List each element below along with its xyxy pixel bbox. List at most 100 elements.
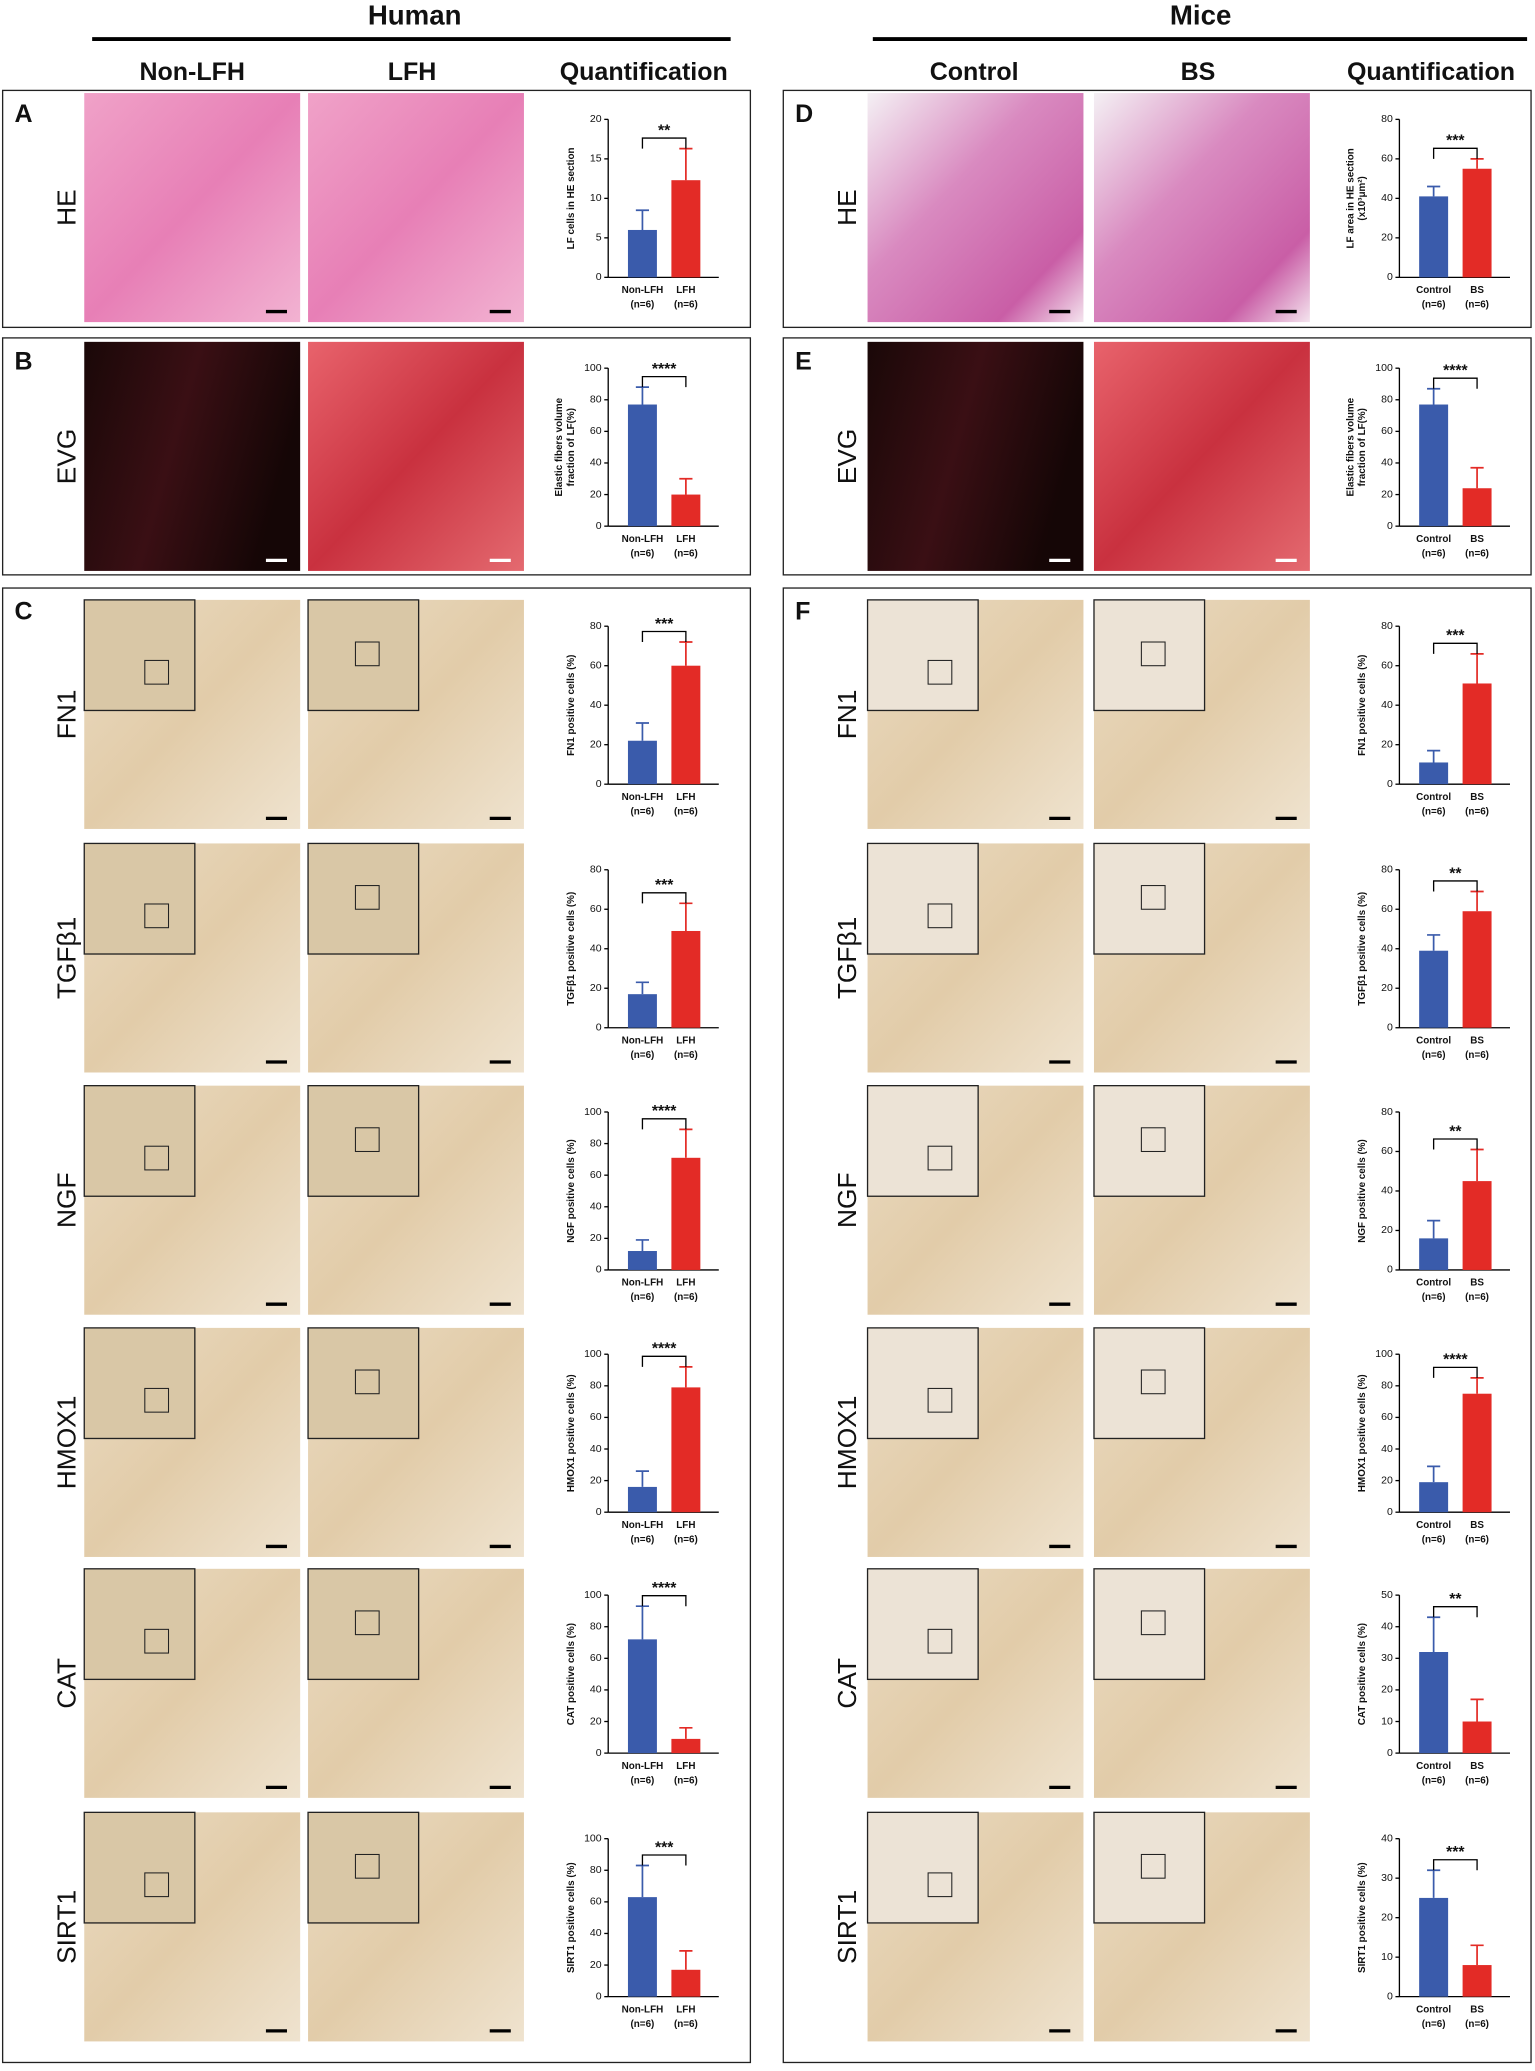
significance-bracket	[641, 137, 687, 149]
y-tick-label: 40	[590, 457, 602, 469]
error-bar	[1470, 158, 1484, 169]
significance: ***	[1446, 1844, 1465, 1861]
y-axis-label: fraction of LF(%)	[566, 408, 577, 486]
bar	[1462, 1965, 1492, 1997]
inset-box	[1140, 1369, 1166, 1395]
inset-box	[1140, 641, 1166, 667]
y-tick-label: 100	[1375, 1348, 1393, 1360]
inset	[307, 1811, 420, 1924]
significance-bracket	[1432, 147, 1478, 159]
x-tick-label: BS	[1470, 1761, 1484, 1772]
x-tick-label: (n=6)	[1465, 548, 1489, 559]
significance-bracket	[641, 1118, 687, 1130]
bar	[1419, 1897, 1449, 1997]
inset-box	[1140, 1127, 1166, 1153]
inset	[307, 599, 420, 712]
bar	[627, 740, 657, 785]
error-bar	[679, 1726, 693, 1739]
y-tick-label: 0	[596, 1022, 602, 1034]
y-tick-label: 60	[590, 425, 602, 437]
micrograph	[308, 93, 524, 323]
panel-frame	[782, 89, 1532, 329]
x-tick-label: (n=6)	[1422, 1292, 1446, 1303]
x-tick-label: (n=6)	[631, 1292, 655, 1303]
bar	[1419, 950, 1449, 1028]
bar	[627, 404, 657, 527]
error-bar	[679, 641, 693, 666]
y-tick-label: 20	[590, 982, 602, 994]
bar	[1462, 1393, 1492, 1513]
error-bar	[679, 1366, 693, 1388]
inset-box	[144, 1628, 170, 1654]
y-tick-label: 40	[1381, 457, 1393, 469]
x-tick-label: LFH	[676, 792, 695, 803]
panel-frame	[782, 587, 1532, 2064]
y-tick-label: 80	[1381, 394, 1393, 406]
error-bar	[1427, 1616, 1441, 1653]
inset-box	[354, 885, 380, 910]
y-tick-label: 0	[1387, 1264, 1393, 1276]
inset	[307, 842, 420, 955]
inset	[1093, 1085, 1206, 1197]
y-tick-label: 80	[590, 1864, 602, 1876]
y-tick-label: 30	[1381, 1652, 1393, 1664]
y-axis-label: SIRT1 positive cells (%)	[1357, 1862, 1368, 1973]
bar	[1419, 196, 1449, 278]
bar	[1419, 1652, 1449, 1754]
x-tick-label: Control	[1416, 1520, 1451, 1531]
row-label: HMOX1	[832, 1396, 862, 1490]
x-tick-label: (n=6)	[1422, 300, 1446, 311]
bar	[671, 494, 701, 527]
x-tick-label: (n=6)	[1422, 1050, 1446, 1061]
inset-box	[927, 903, 953, 929]
y-tick-label: 20	[1381, 1684, 1393, 1696]
y-tick-label: 10	[1381, 1715, 1393, 1727]
column-title: Non-LFH	[139, 58, 245, 86]
y-tick-label: 20	[1381, 982, 1393, 994]
inset-box	[144, 1387, 170, 1413]
bar	[1462, 168, 1492, 278]
inset-box	[1140, 885, 1166, 910]
significance-bracket	[1432, 1138, 1478, 1150]
y-tick-label: 80	[1381, 864, 1393, 876]
significance: ***	[655, 1839, 674, 1856]
error-bar	[635, 386, 650, 405]
error-bar	[1470, 1148, 1484, 1182]
y-tick-label: 40	[590, 1684, 602, 1696]
inset-box	[144, 659, 170, 685]
y-tick-label: 0	[596, 1747, 602, 1759]
y-tick-label: 60	[590, 903, 602, 915]
row-label: FN1	[51, 690, 81, 740]
bar	[671, 1738, 701, 1754]
column-title: Quantification	[1347, 58, 1515, 86]
micrograph	[867, 93, 1084, 323]
significance: **	[1449, 1123, 1462, 1140]
inset	[866, 1568, 979, 1681]
x-tick-label: LFH	[676, 534, 695, 545]
x-tick-label: BS	[1470, 534, 1484, 545]
inset	[866, 1811, 979, 1924]
y-tick-label: 0	[1387, 520, 1393, 532]
panel-frame	[1, 337, 752, 576]
panel-frame	[1, 587, 752, 2064]
significance: **	[658, 122, 671, 139]
x-tick-label: Control	[1416, 1036, 1451, 1047]
y-tick-label: 0	[1387, 1747, 1393, 1759]
inset-box	[144, 1145, 170, 1171]
y-axis-label: HMOX1 positive cells (%)	[566, 1374, 577, 1492]
x-tick-label: (n=6)	[631, 300, 655, 311]
error-bar	[635, 1239, 650, 1252]
y-tick-label: 100	[584, 1106, 602, 1118]
y-axis-label: CAT positive cells (%)	[566, 1623, 577, 1725]
row-label: SIRT1	[51, 1890, 81, 1964]
significance: **	[1449, 1591, 1462, 1608]
y-tick-label: 80	[1381, 620, 1393, 632]
y-tick-label: 100	[1375, 362, 1393, 374]
column-title: LFH	[388, 58, 437, 86]
row-label: TGFβ1	[832, 917, 862, 999]
y-axis-label: (x10³μm²)	[1357, 176, 1368, 220]
x-tick-label: BS	[1470, 285, 1484, 296]
error-bar	[1427, 1465, 1441, 1483]
significance-bracket	[641, 630, 687, 643]
y-tick-label: 40	[1381, 699, 1393, 711]
